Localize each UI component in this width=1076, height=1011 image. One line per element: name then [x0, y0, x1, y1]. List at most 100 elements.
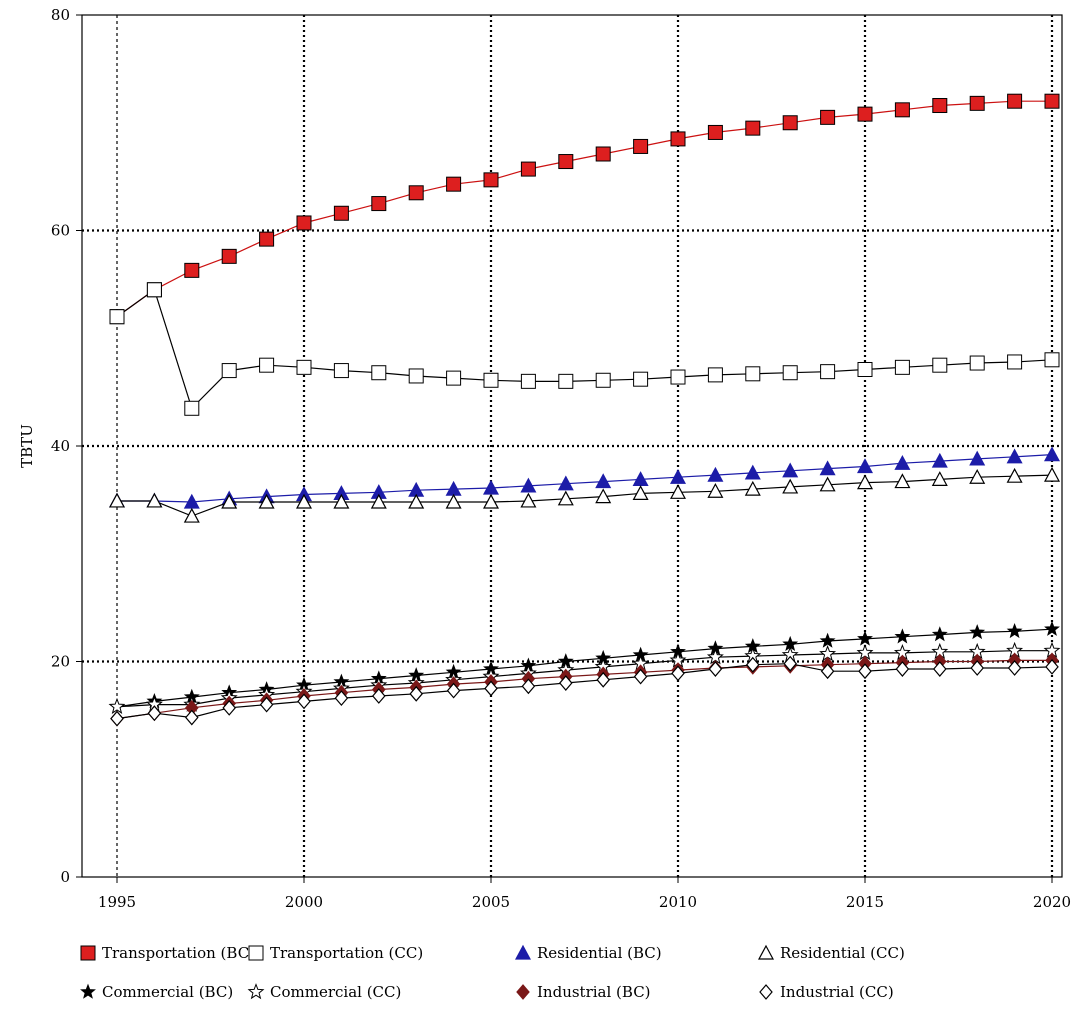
data-point: [371, 365, 387, 381]
legend-label: Industrial (BC): [537, 983, 651, 1001]
data-point: [484, 680, 498, 697]
data-point: [333, 493, 350, 509]
data-point: [670, 369, 686, 385]
data-point: [184, 400, 200, 416]
data-point: [483, 372, 499, 388]
data-point: [371, 196, 387, 212]
data-point: [932, 98, 948, 114]
x-tick-label-2015: 2015: [846, 893, 884, 911]
data-point: [1006, 622, 1023, 639]
legend-marker: [514, 944, 532, 960]
data-point: [184, 262, 200, 278]
data-point: [409, 685, 423, 702]
legend-label: Industrial (CC): [780, 983, 894, 1001]
legend-label: Residential (BC): [537, 944, 662, 962]
series-transportation-bc: [109, 93, 1060, 325]
y-tick-label-40: 40: [51, 437, 70, 455]
series-line: [116, 650, 1052, 708]
data-point: [969, 355, 985, 371]
series-transportation-cc: [109, 282, 1060, 416]
data-point: [783, 655, 797, 672]
data-point: [633, 371, 649, 387]
data-point: [931, 452, 948, 468]
legend-label: Residential (CC): [780, 944, 905, 962]
data-point: [520, 161, 536, 177]
x-tick-label-1995: 1995: [98, 893, 136, 911]
data-point: [707, 466, 724, 482]
legend-label: Commercial (BC): [102, 983, 233, 1001]
data-point: [1006, 467, 1023, 483]
data-point: [408, 185, 424, 201]
data-point: [334, 690, 349, 707]
data-point: [1043, 466, 1061, 482]
data-point: [296, 215, 312, 231]
data-point: [595, 473, 612, 489]
data-point: [932, 357, 948, 373]
data-point: [147, 705, 162, 722]
data-point: [782, 115, 798, 131]
data-point: [1007, 354, 1023, 370]
series-line: [116, 663, 1053, 720]
data-point: [408, 493, 425, 509]
data-point: [446, 176, 462, 192]
data-point: [333, 363, 349, 379]
data-point: [669, 468, 687, 484]
legend-item: Residential (BC): [514, 944, 662, 962]
series-commercial-bc: [109, 620, 1060, 714]
data-point: [1007, 660, 1022, 676]
data-point: [558, 154, 574, 170]
data-point: [782, 365, 798, 381]
data-point: [520, 373, 536, 389]
data-point: [259, 357, 275, 373]
data-point: [782, 478, 799, 494]
series-industrial-cc: [110, 655, 1059, 727]
data-point: [744, 464, 761, 480]
data-point: [521, 678, 536, 695]
data-point: [333, 205, 349, 221]
data-point: [894, 473, 911, 489]
series-line: [116, 628, 1053, 708]
data-point: [595, 488, 612, 504]
legend-marker: [757, 944, 775, 960]
legend-marker: [80, 945, 96, 961]
data-point: [707, 482, 724, 498]
data-point: [258, 493, 275, 509]
series-residential-cc: [108, 466, 1061, 523]
data-point: [222, 699, 236, 716]
data-point: [557, 475, 574, 491]
data-point: [595, 372, 611, 388]
data-point: [445, 493, 462, 509]
y-tick-label-0: 0: [60, 868, 70, 886]
y-tick-label-20: 20: [51, 653, 70, 671]
data-point: [446, 370, 462, 386]
series-group: [108, 93, 1061, 727]
data-point: [520, 477, 537, 493]
legend-marker: [80, 983, 96, 999]
data-point: [295, 493, 313, 509]
legend-item: Industrial (CC): [759, 983, 894, 1001]
x-tick-label-2005: 2005: [472, 893, 510, 911]
data-point: [931, 471, 948, 487]
data-point: [819, 460, 836, 476]
data-point: [1007, 93, 1023, 109]
data-point: [370, 493, 387, 509]
legend-item: Residential (CC): [757, 944, 905, 962]
series-line: [117, 474, 1053, 517]
data-point: [782, 462, 799, 478]
axis-ticks: [76, 14, 1053, 883]
data-point: [520, 492, 537, 508]
data-point: [931, 626, 948, 642]
data-point: [108, 492, 126, 508]
data-point: [745, 120, 761, 136]
y-axis-title: TBTU: [18, 424, 36, 468]
data-point: [1044, 93, 1060, 109]
tick-labels: 1995 2000 2005 2010 2015 2020 0 20 40 60 80: [51, 6, 1071, 911]
legend-marker: [516, 984, 530, 1000]
data-point: [857, 630, 873, 646]
y-tick-label-80: 80: [51, 6, 70, 24]
data-point: [633, 138, 649, 154]
data-point: [820, 364, 836, 380]
y-tick-label-60: 60: [51, 222, 70, 240]
x-tick-label-2020: 2020: [1033, 893, 1071, 911]
data-point: [559, 675, 573, 691]
